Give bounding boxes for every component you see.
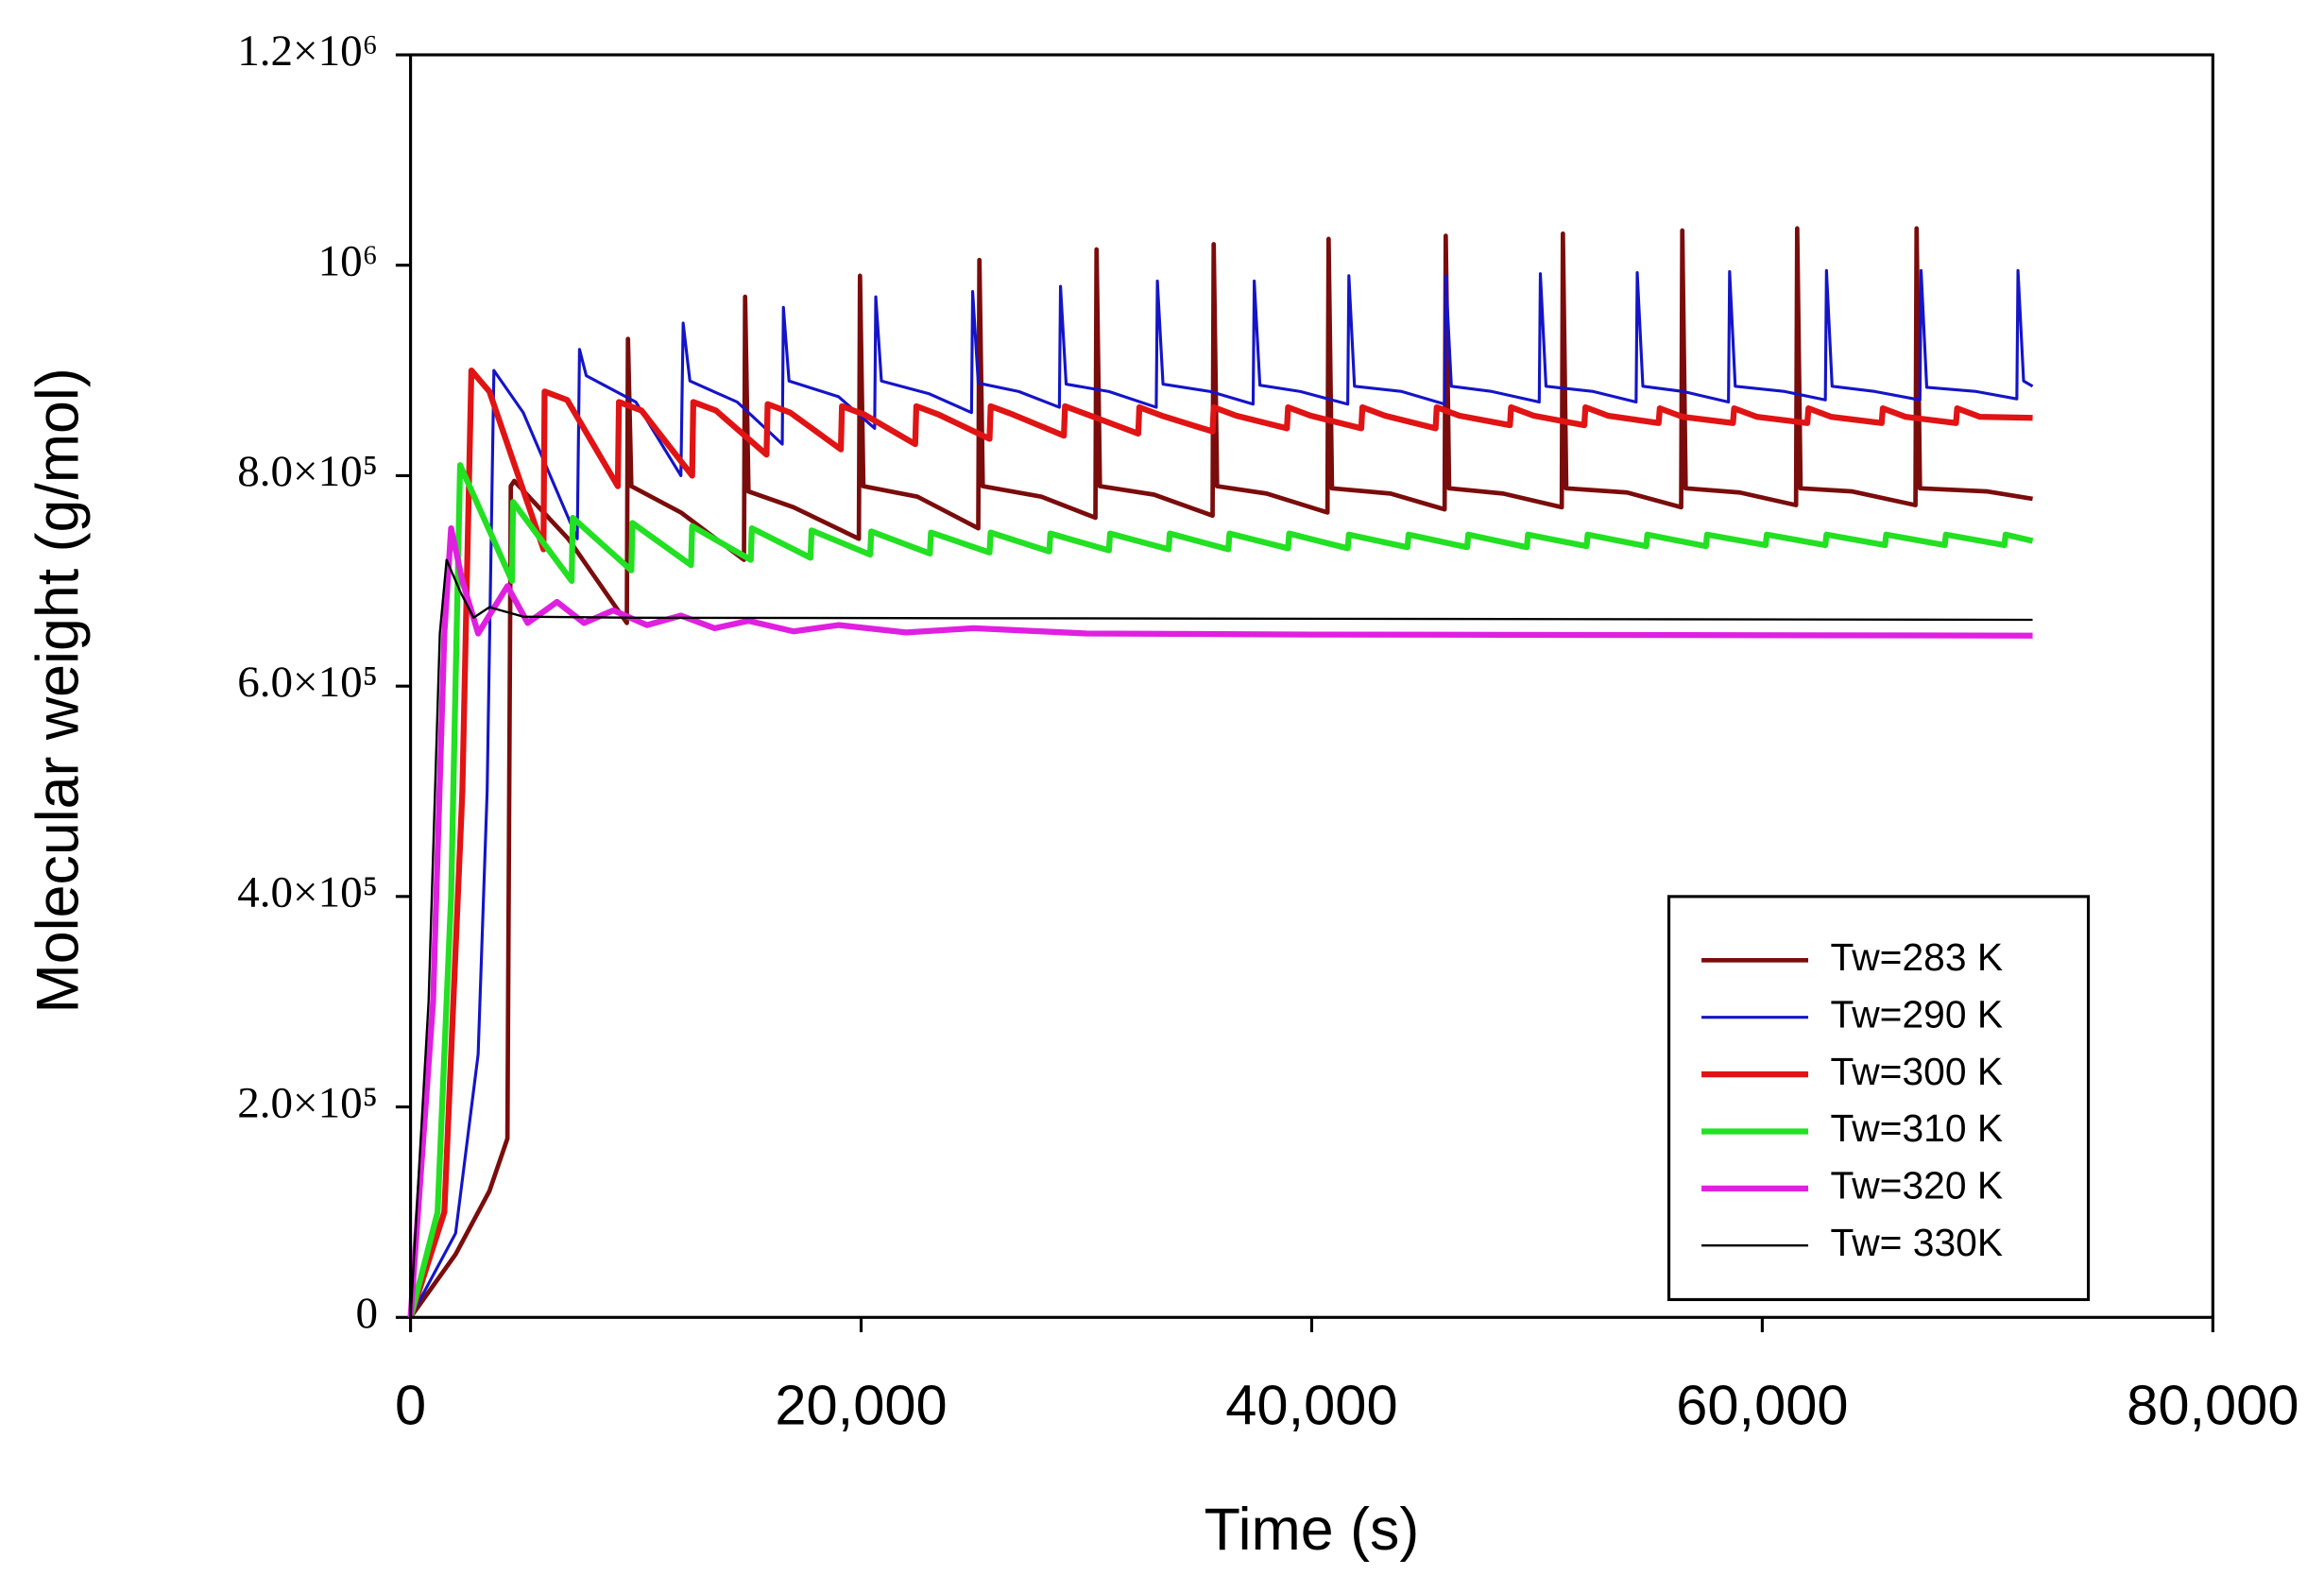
series-line bbox=[407, 462, 2034, 1319]
y-tick-label: 1.2×10⁶ bbox=[237, 26, 378, 76]
y-tick-label: 2.0×10⁵ bbox=[237, 1078, 378, 1127]
x-tick-label: 20,000 bbox=[775, 1373, 947, 1436]
y-tick-label: 8.0×10⁵ bbox=[237, 447, 378, 496]
x-tick-label: 60,000 bbox=[1676, 1373, 1848, 1436]
x-tick-label: 40,000 bbox=[1225, 1373, 1397, 1436]
legend-box bbox=[1666, 895, 2091, 1302]
legend-label: Tw= 330K bbox=[1831, 1221, 2003, 1264]
legend-label: Tw=290 K bbox=[1831, 992, 2003, 1036]
x-tick-label: 80,000 bbox=[2127, 1373, 2298, 1436]
legend-label: Tw=300 K bbox=[1831, 1050, 2003, 1093]
x-axis-title: Time (s) bbox=[1205, 1497, 1420, 1563]
series-line bbox=[409, 268, 2034, 1319]
y-tick-label: 10⁶ bbox=[318, 237, 378, 286]
y-tick-label: 6.0×10⁵ bbox=[237, 658, 378, 707]
legend-label: Tw=320 K bbox=[1831, 1164, 2003, 1208]
plot-frame bbox=[409, 53, 2214, 1319]
y-tick-label: 0 bbox=[356, 1289, 379, 1338]
y-axis-title: Molecular weight (g/mol) bbox=[25, 368, 91, 1013]
series-line bbox=[409, 558, 2033, 1318]
legend-label: Tw=283 K bbox=[1831, 935, 2003, 979]
legend-label: Tw=310 K bbox=[1831, 1106, 2003, 1150]
x-tick-label: 0 bbox=[395, 1373, 426, 1436]
series-line bbox=[408, 226, 2033, 1319]
y-tick-label: 4.0×10⁵ bbox=[237, 868, 378, 917]
series-line bbox=[407, 367, 2033, 1319]
